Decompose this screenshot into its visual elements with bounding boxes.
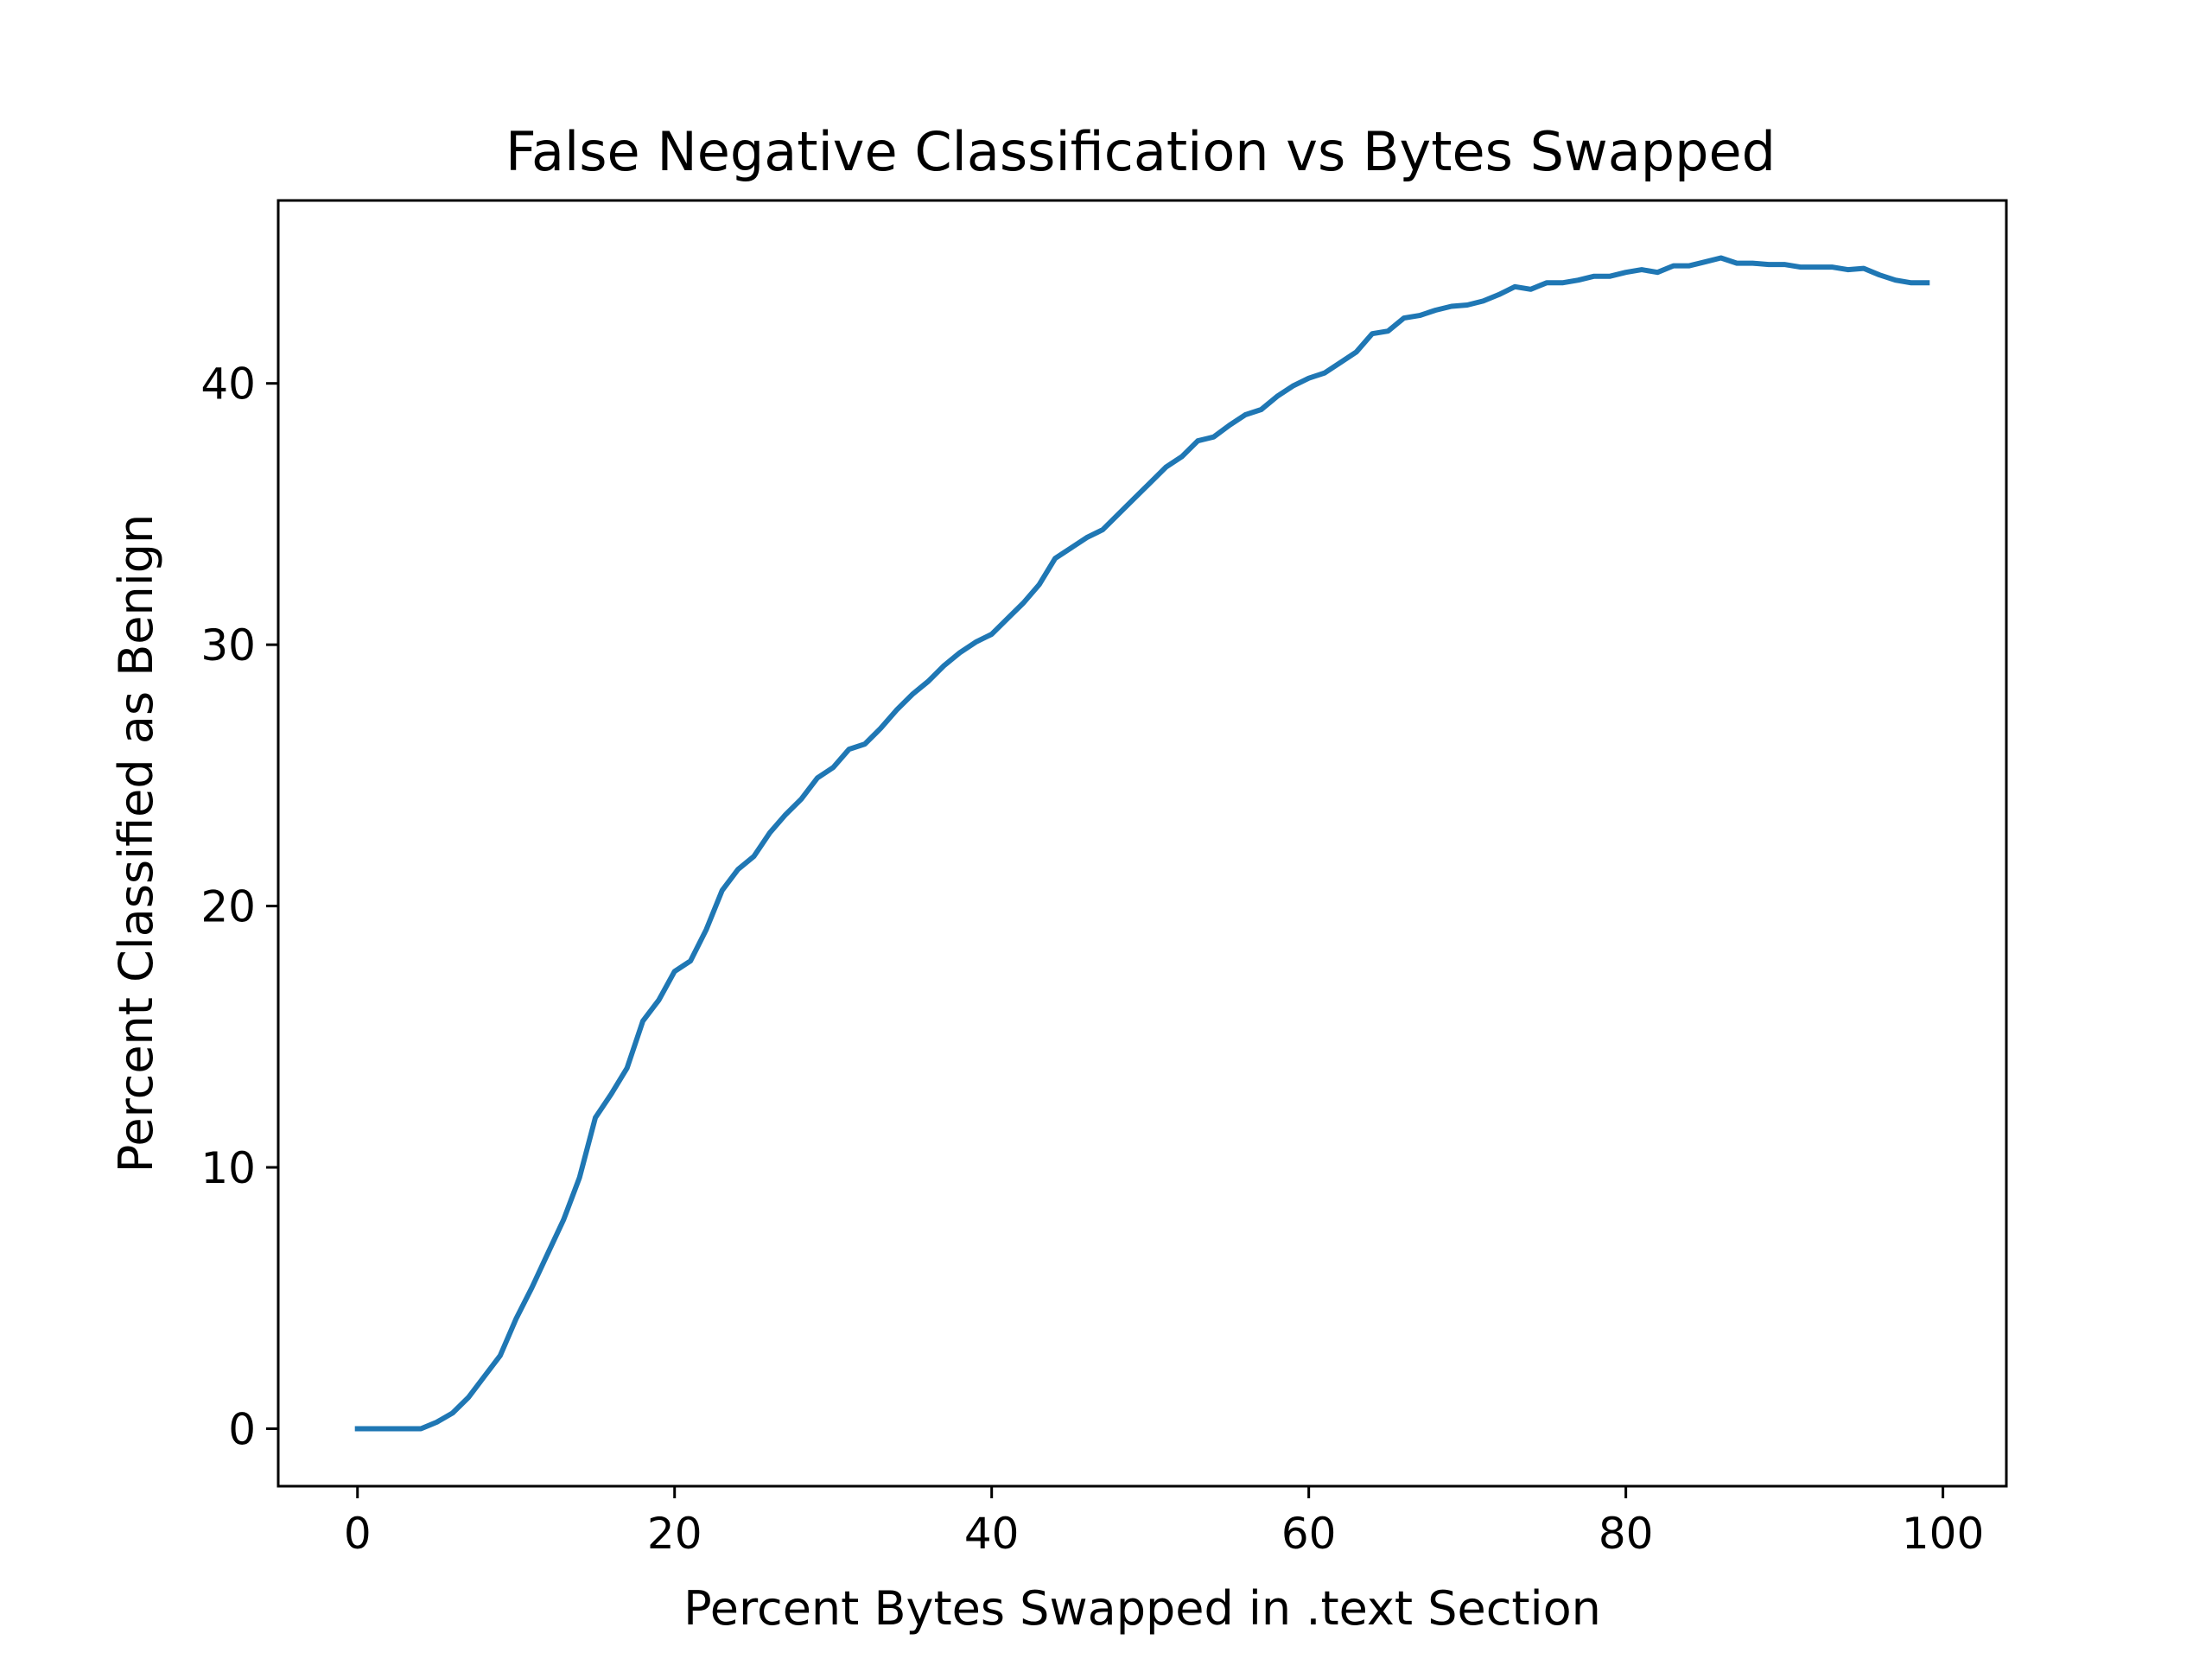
y-tick-label: 30: [200, 620, 256, 671]
x-axis-label: Percent Bytes Swapped in .text Section: [683, 1581, 1601, 1636]
x-tick-label: 80: [1599, 1509, 1654, 1559]
y-tick-label: 0: [228, 1404, 256, 1454]
x-tick-label: 60: [1281, 1509, 1337, 1559]
plot-area: [354, 255, 1930, 1432]
y-tick-label: 40: [200, 359, 256, 410]
chart-title: False Negative Classification vs Bytes S…: [505, 120, 1776, 183]
y-tick-label: 10: [200, 1143, 256, 1193]
axes-frame: [276, 199, 2008, 1488]
x-tick-label: 0: [344, 1509, 372, 1559]
data-line-false-negatives: [354, 255, 1930, 1432]
x-tick-label: 20: [647, 1509, 702, 1559]
x-tick-label: 40: [964, 1509, 1020, 1559]
y-tick-label: 20: [200, 882, 256, 932]
axis-ticks: 0 20 40 60 80 100 0 10 20 30 40: [200, 359, 1984, 1559]
x-tick-label: 100: [1902, 1509, 1984, 1559]
y-axis-label: Percent Classified as Benign: [109, 514, 163, 1173]
